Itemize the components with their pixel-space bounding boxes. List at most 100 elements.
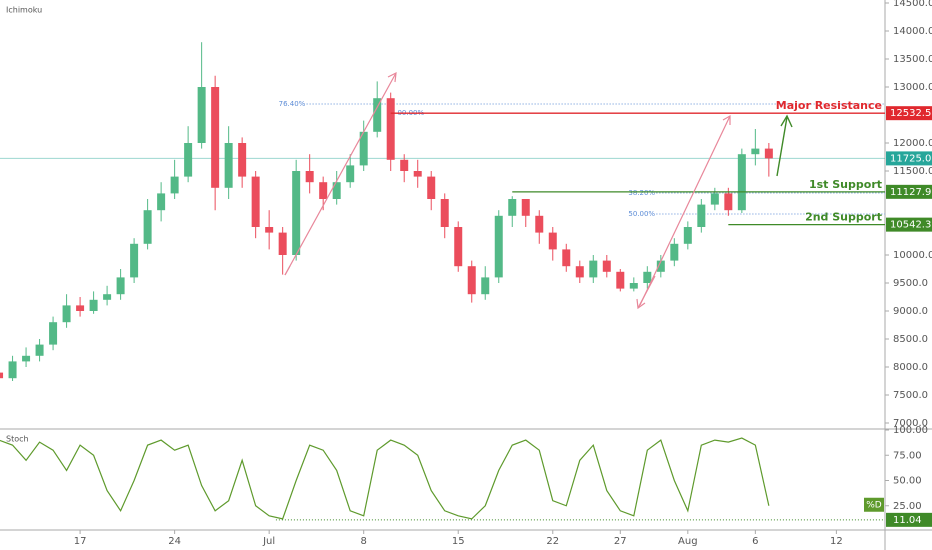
arrow-tail (284, 265, 291, 276)
y-tick-label: 8500.0 (893, 334, 928, 345)
candle-body (292, 171, 301, 255)
candle-body (22, 355, 31, 362)
x-tick-label: 27 (614, 536, 627, 547)
candle-body (508, 199, 517, 216)
candle-body (265, 227, 274, 233)
level-price-box (886, 217, 932, 232)
candle-body (0, 372, 4, 379)
candle-body (359, 131, 368, 166)
stoch-value-box (886, 512, 932, 527)
last-price-box (886, 151, 932, 166)
candle-body (346, 165, 355, 183)
y-tick-label: 11500.0 (893, 166, 932, 177)
y-tick-label: 14500.0 (893, 0, 932, 9)
y-tick-label: 13000.0 (893, 82, 932, 93)
x-tick-label: 12 (830, 536, 843, 547)
candle-body (589, 260, 598, 278)
x-tick-label: 17 (74, 536, 87, 547)
y-tick-label: 9000.0 (893, 306, 928, 317)
candle-body (251, 176, 260, 227)
candle-body (697, 204, 706, 227)
candle-body (481, 277, 490, 295)
arrow-head (780, 114, 793, 128)
candle-body (332, 182, 341, 199)
x-tick-label: 24 (168, 536, 181, 547)
arrow-line (776, 116, 788, 177)
candle-body (683, 227, 692, 244)
x-tick-label: 15 (452, 536, 465, 547)
y-tick-label: 7500.0 (893, 390, 928, 401)
stoch-tick-label: 25.00 (893, 501, 922, 512)
candle-body (454, 227, 463, 267)
y-tick-label: 7000.0 (893, 418, 928, 429)
fib-label: 50.00% (628, 210, 655, 218)
x-tick-label: 6 (752, 536, 758, 547)
y-tick-label: 10000.0 (893, 250, 932, 261)
level-name: 1st Support (809, 178, 882, 191)
stoch-tick-label: 100.00 (893, 425, 928, 436)
candle-body (130, 243, 139, 278)
y-tick-label: 14000.0 (893, 26, 932, 37)
candle-body (305, 171, 314, 183)
candle-body (724, 193, 733, 211)
indicator-label: Ichimoku (6, 6, 42, 15)
level-price: 10542.3 (890, 220, 931, 231)
x-tick-label: 22 (546, 536, 559, 547)
candle-body (670, 243, 679, 261)
stoch-label: Stoch (6, 435, 29, 444)
candle-body (49, 322, 58, 345)
candle-body (764, 148, 773, 159)
candle-body (116, 277, 125, 295)
last-price-label: 11725.0 (890, 153, 931, 164)
candle-body (656, 260, 665, 272)
target-arrow (776, 114, 793, 177)
fib-label: 38.20% (628, 189, 655, 197)
arrow-head (387, 71, 397, 83)
candle-body (35, 344, 44, 356)
fib-label: 76.40% (279, 100, 306, 108)
x-tick-label: 8 (361, 536, 367, 547)
y-tick-label: 9500.0 (893, 278, 928, 289)
candle-body (427, 176, 436, 199)
stoch-legend-box (864, 497, 884, 512)
candle-body (521, 199, 530, 216)
candle-body (157, 193, 166, 211)
candle-body (143, 210, 152, 244)
candle-body (602, 260, 611, 272)
stoch-line (0, 437, 770, 520)
candle-body (211, 87, 220, 188)
candle-body (386, 98, 395, 160)
y-tick-label: 8000.0 (893, 362, 928, 373)
stoch-tick-label: 75.00 (893, 450, 922, 461)
candle-body (278, 232, 287, 255)
level-price-box (886, 184, 932, 199)
candle-body (440, 199, 449, 227)
level-price: 12532.5 (890, 108, 931, 119)
level-name: 2nd Support (805, 211, 882, 224)
level-name: Major Resistance (776, 99, 882, 112)
stoch-tick-label: 50.00 (893, 476, 922, 487)
candle-body (76, 305, 85, 311)
trend-arrow (284, 72, 397, 276)
candle-body (170, 176, 179, 194)
candle-body (575, 266, 584, 278)
candle-body (89, 299, 98, 311)
level-price: 11127.9 (890, 187, 931, 198)
level-price-box (886, 106, 932, 121)
x-tick-label: Aug (678, 536, 698, 547)
candle-body (737, 154, 746, 211)
arrow-head (722, 114, 731, 125)
trend-arrow (637, 275, 656, 309)
candle-body (751, 148, 760, 155)
candle-body (238, 143, 247, 177)
x-tick-label: Jul (262, 536, 275, 547)
candle-body (400, 159, 409, 171)
candle-body (413, 171, 422, 177)
candle-body (643, 271, 652, 283)
candle-body (62, 305, 71, 323)
candle-body (224, 143, 233, 188)
candle-body (103, 294, 112, 300)
candle-body (184, 143, 193, 177)
y-tick-label: 13500.0 (893, 54, 932, 65)
